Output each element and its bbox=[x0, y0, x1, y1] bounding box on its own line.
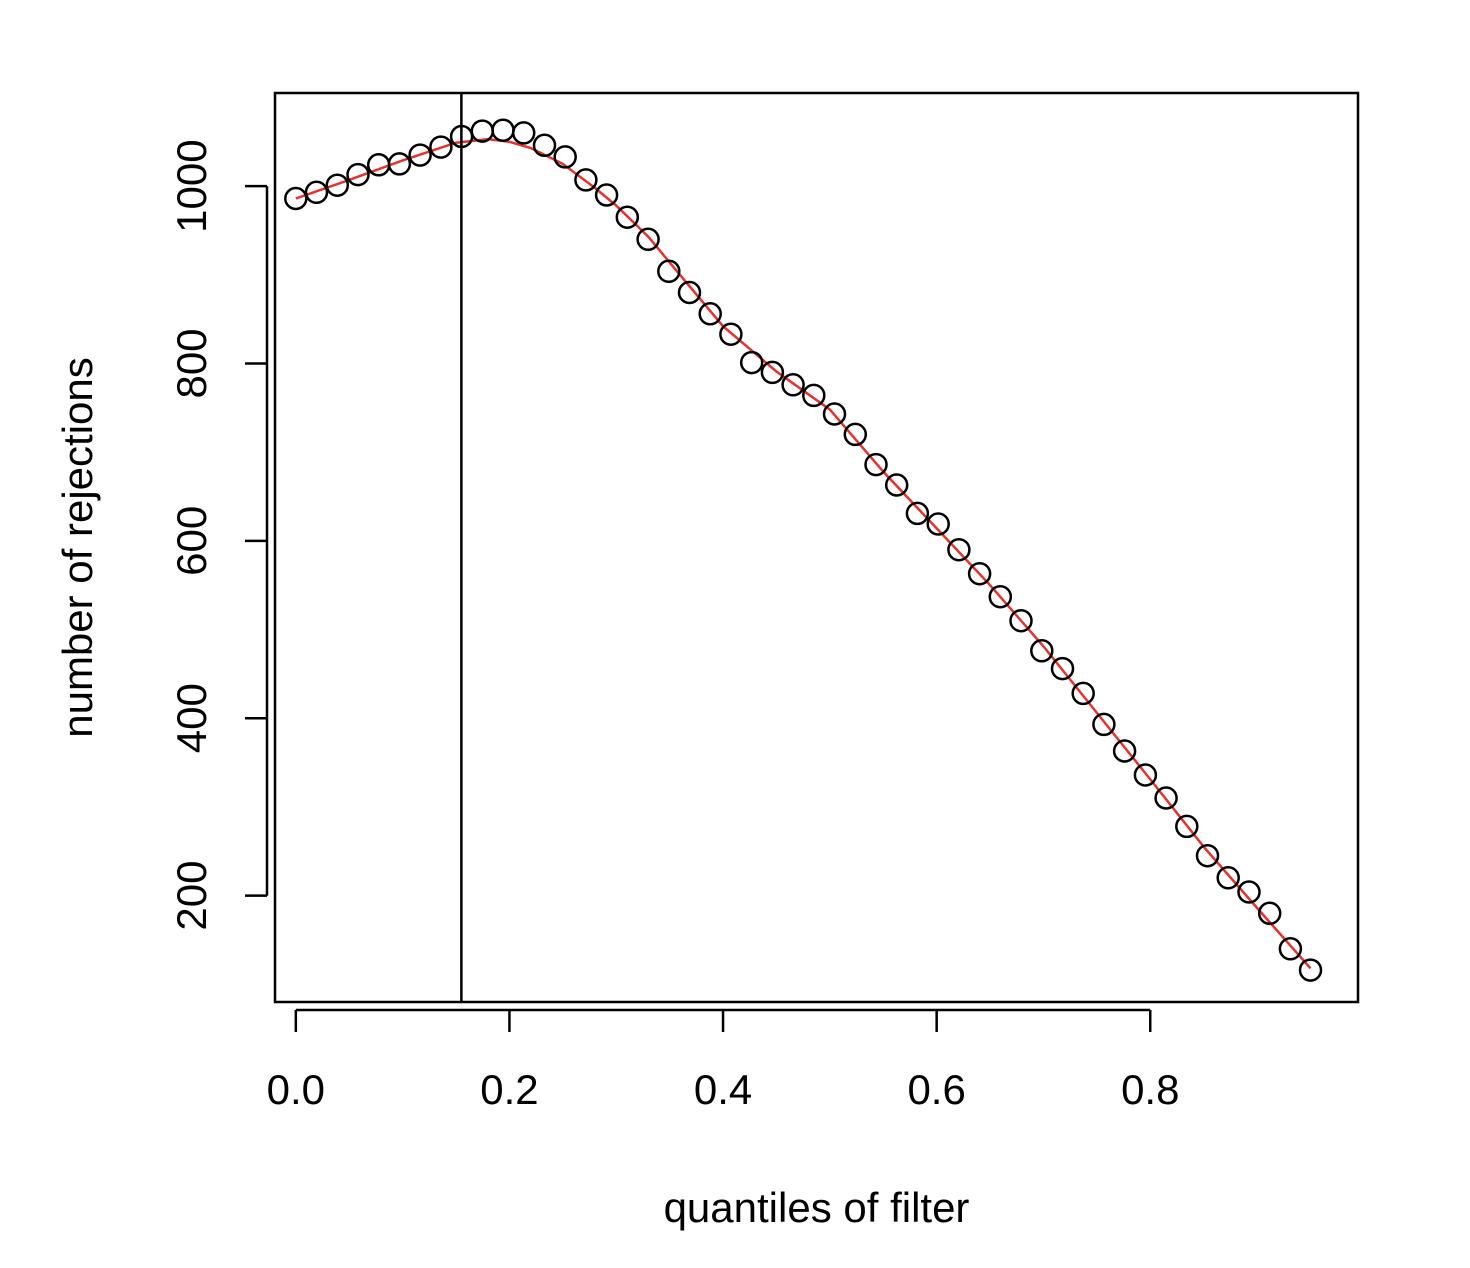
data-point bbox=[864, 452, 888, 477]
data-point bbox=[366, 153, 391, 177]
data-point bbox=[553, 145, 577, 169]
data-point bbox=[988, 584, 1013, 609]
data-point bbox=[1278, 937, 1303, 961]
data-point bbox=[1154, 786, 1178, 810]
data-point bbox=[1195, 843, 1220, 868]
y-tick-label: 400 bbox=[168, 683, 215, 753]
data-point bbox=[511, 121, 536, 145]
data-point bbox=[1237, 880, 1261, 904]
data-point bbox=[615, 205, 640, 229]
data-point bbox=[1030, 639, 1054, 663]
y-tick-label: 1000 bbox=[168, 139, 215, 232]
data-point bbox=[967, 561, 992, 586]
x-tick-label: 0.8 bbox=[1121, 1066, 1179, 1113]
data-point bbox=[947, 537, 971, 562]
data-point bbox=[926, 512, 950, 536]
x-axis-title: quantiles of filter bbox=[664, 1184, 970, 1231]
data-point bbox=[739, 350, 764, 375]
data-point bbox=[760, 360, 785, 385]
points-layer bbox=[284, 118, 1323, 982]
data-point bbox=[594, 183, 619, 207]
y-tick-label: 200 bbox=[168, 861, 215, 931]
x-tick-label: 0.6 bbox=[907, 1066, 965, 1113]
x-tick-label: 0.4 bbox=[694, 1066, 752, 1113]
data-point bbox=[532, 133, 557, 158]
x-tick-label: 0.0 bbox=[267, 1066, 325, 1113]
y-tick-label: 600 bbox=[168, 506, 215, 576]
data-point bbox=[781, 373, 805, 397]
data-point bbox=[843, 422, 868, 447]
data-point bbox=[698, 302, 722, 326]
data-point bbox=[1175, 814, 1199, 839]
data-point bbox=[284, 186, 308, 211]
data-point bbox=[429, 135, 453, 159]
data-point bbox=[1257, 901, 1282, 926]
y-axis-title: number of rejections bbox=[54, 357, 101, 738]
data-point bbox=[1112, 739, 1137, 763]
data-point bbox=[822, 402, 847, 426]
data-point bbox=[884, 473, 909, 497]
data-point bbox=[304, 180, 329, 205]
data-point bbox=[1216, 866, 1240, 890]
data-point bbox=[657, 259, 681, 284]
fit-line-layer bbox=[295, 137, 1312, 970]
y-tick-label: 800 bbox=[168, 328, 215, 398]
data-point bbox=[574, 168, 598, 192]
data-point bbox=[677, 280, 702, 305]
data-point bbox=[802, 383, 826, 408]
x-tick-label: 0.2 bbox=[480, 1066, 538, 1113]
data-point bbox=[719, 322, 743, 346]
x-axis: 0.0 0.2 0.4 0.6 0.8 bbox=[267, 1008, 1179, 1113]
y-axis: 200 400 600 800 1000 bbox=[168, 139, 269, 931]
data-point bbox=[1071, 681, 1095, 706]
data-point bbox=[408, 143, 432, 167]
data-point bbox=[1050, 656, 1075, 681]
data-point bbox=[1092, 712, 1116, 737]
data-point bbox=[1133, 763, 1158, 787]
data-point bbox=[905, 501, 930, 526]
data-point bbox=[346, 162, 370, 187]
data-point bbox=[1009, 608, 1033, 633]
data-point bbox=[387, 152, 412, 176]
plot-frame bbox=[273, 91, 1360, 1004]
data-point bbox=[325, 173, 350, 197]
data-point bbox=[1298, 958, 1323, 982]
data-point bbox=[491, 118, 515, 142]
data-point bbox=[470, 119, 495, 143]
fit-line bbox=[295, 137, 1312, 970]
data-point bbox=[636, 227, 660, 252]
